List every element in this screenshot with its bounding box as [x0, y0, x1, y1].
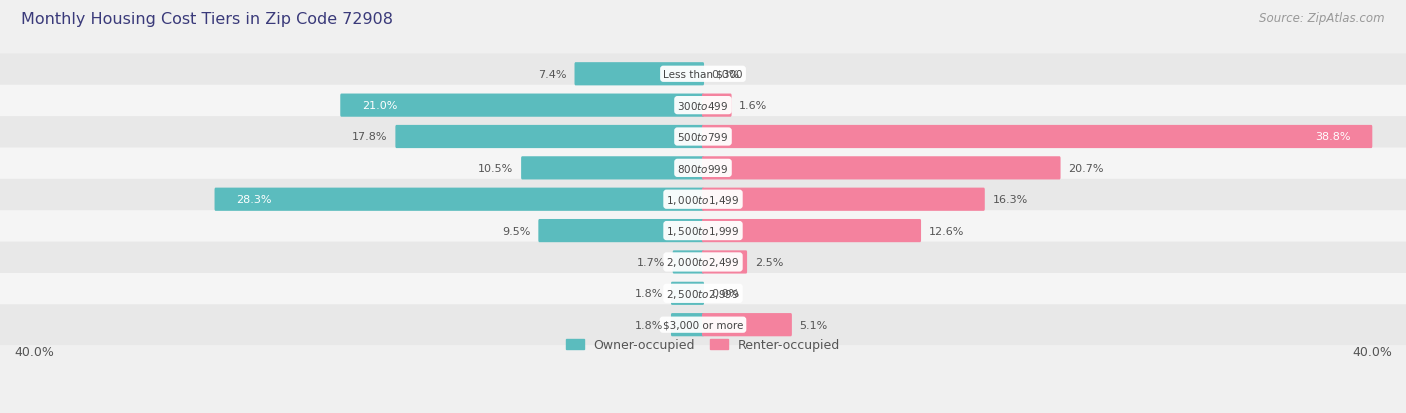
FancyBboxPatch shape	[522, 157, 704, 180]
FancyBboxPatch shape	[215, 188, 704, 211]
FancyBboxPatch shape	[0, 85, 1406, 126]
Text: 12.6%: 12.6%	[928, 226, 965, 236]
FancyBboxPatch shape	[538, 219, 704, 242]
FancyBboxPatch shape	[0, 242, 1406, 282]
FancyBboxPatch shape	[702, 188, 984, 211]
Text: 38.8%: 38.8%	[1315, 132, 1351, 142]
Text: $2,500 to $2,999: $2,500 to $2,999	[666, 287, 740, 300]
Text: $3,000 or more: $3,000 or more	[662, 320, 744, 330]
Text: 16.3%: 16.3%	[993, 195, 1028, 205]
Text: 7.4%: 7.4%	[538, 70, 567, 80]
Text: 0.0%: 0.0%	[711, 70, 740, 80]
FancyBboxPatch shape	[575, 63, 704, 86]
Text: 9.5%: 9.5%	[502, 226, 531, 236]
Legend: Owner-occupied, Renter-occupied: Owner-occupied, Renter-occupied	[561, 333, 845, 356]
Text: Less than $300: Less than $300	[664, 70, 742, 80]
Text: 1.8%: 1.8%	[636, 320, 664, 330]
Text: 1.6%: 1.6%	[740, 101, 768, 111]
FancyBboxPatch shape	[702, 94, 731, 117]
Text: Monthly Housing Cost Tiers in Zip Code 72908: Monthly Housing Cost Tiers in Zip Code 7…	[21, 12, 394, 27]
FancyBboxPatch shape	[0, 273, 1406, 314]
Text: $800 to $999: $800 to $999	[678, 162, 728, 174]
Text: 40.0%: 40.0%	[14, 345, 53, 358]
FancyBboxPatch shape	[340, 94, 704, 117]
Text: $300 to $499: $300 to $499	[678, 100, 728, 112]
Text: $1,500 to $1,999: $1,500 to $1,999	[666, 225, 740, 237]
Text: 0.0%: 0.0%	[711, 289, 740, 299]
FancyBboxPatch shape	[0, 304, 1406, 345]
Text: 20.7%: 20.7%	[1069, 164, 1104, 173]
Text: $2,000 to $2,499: $2,000 to $2,499	[666, 256, 740, 269]
Text: 40.0%: 40.0%	[1353, 345, 1392, 358]
FancyBboxPatch shape	[671, 282, 704, 305]
FancyBboxPatch shape	[395, 126, 704, 149]
Text: $1,000 to $1,499: $1,000 to $1,499	[666, 193, 740, 206]
FancyBboxPatch shape	[702, 126, 1372, 149]
FancyBboxPatch shape	[672, 251, 704, 274]
FancyBboxPatch shape	[702, 157, 1060, 180]
FancyBboxPatch shape	[671, 313, 704, 337]
Text: 10.5%: 10.5%	[478, 164, 513, 173]
Text: Source: ZipAtlas.com: Source: ZipAtlas.com	[1260, 12, 1385, 25]
FancyBboxPatch shape	[0, 179, 1406, 220]
Text: $500 to $799: $500 to $799	[678, 131, 728, 143]
FancyBboxPatch shape	[0, 148, 1406, 189]
FancyBboxPatch shape	[0, 54, 1406, 95]
Text: 28.3%: 28.3%	[236, 195, 271, 205]
Text: 5.1%: 5.1%	[800, 320, 828, 330]
Text: 2.5%: 2.5%	[755, 257, 783, 267]
FancyBboxPatch shape	[702, 313, 792, 337]
Text: 1.7%: 1.7%	[637, 257, 665, 267]
FancyBboxPatch shape	[702, 251, 747, 274]
FancyBboxPatch shape	[0, 117, 1406, 157]
Text: 21.0%: 21.0%	[361, 101, 398, 111]
Text: 1.8%: 1.8%	[636, 289, 664, 299]
Text: 17.8%: 17.8%	[353, 132, 388, 142]
FancyBboxPatch shape	[702, 219, 921, 242]
FancyBboxPatch shape	[0, 211, 1406, 252]
